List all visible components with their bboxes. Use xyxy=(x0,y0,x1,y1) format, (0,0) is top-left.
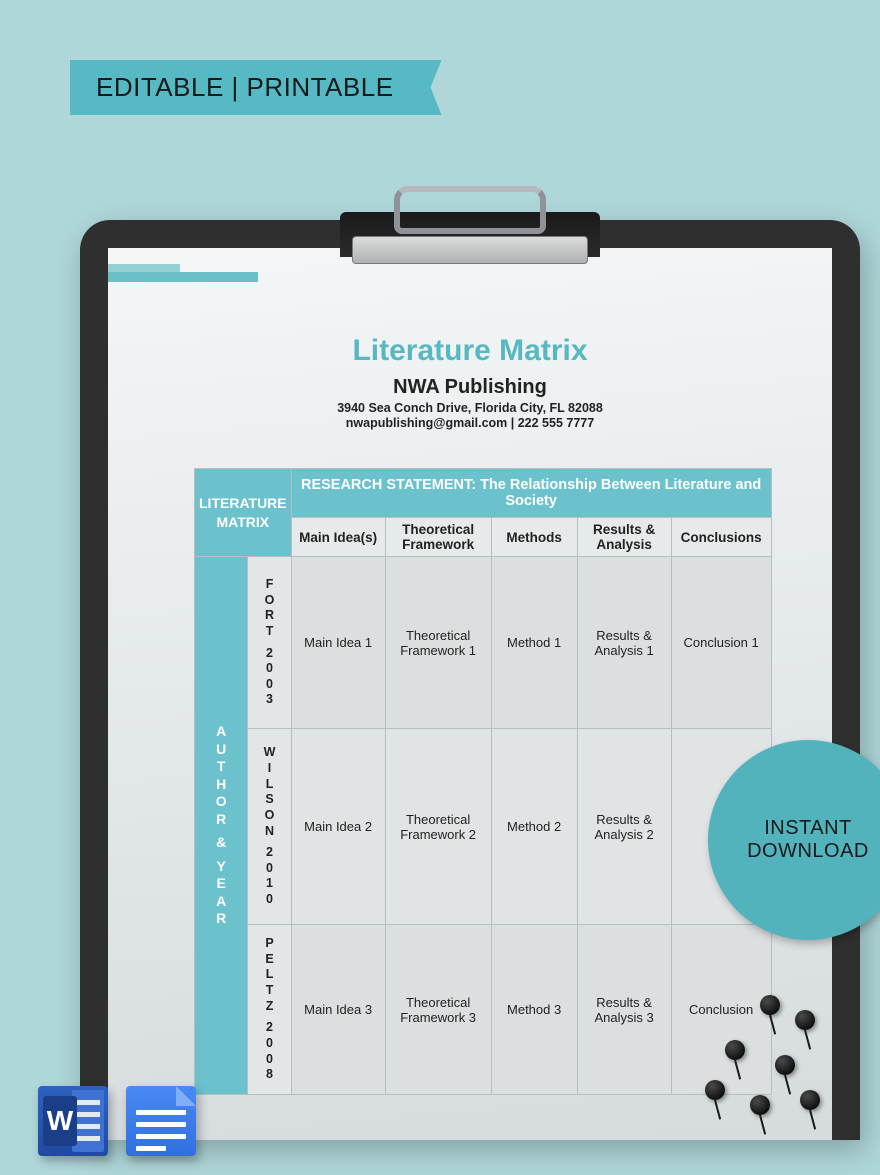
badge-line2: DOWNLOAD xyxy=(747,840,869,863)
google-docs-icon xyxy=(126,1086,196,1156)
author-3: PELTZ 2008 xyxy=(248,925,291,1095)
cell: Method 2 xyxy=(491,729,577,925)
clipboard-clip xyxy=(340,192,600,264)
cell: Main Idea 3 xyxy=(291,925,385,1095)
table-corner-label: LITERATUREMATRIX xyxy=(195,469,292,557)
research-statement: RESEARCH STATEMENT: The Relationship Bet… xyxy=(291,469,771,518)
ribbon-badge: EDITABLE | PRINTABLE xyxy=(70,60,420,115)
pushpins xyxy=(610,975,870,1175)
ribbon-text: EDITABLE | PRINTABLE xyxy=(96,72,394,102)
cell: Theoretical Framework 2 xyxy=(385,729,491,925)
col-methods: Methods xyxy=(491,518,577,557)
author-2: WILSON 2010 xyxy=(248,729,291,925)
word-letter: W xyxy=(43,1096,77,1146)
cell: Conclusion 1 xyxy=(671,557,771,729)
cell: Method 3 xyxy=(491,925,577,1095)
col-conclusions: Conclusions xyxy=(671,518,771,557)
author-1: FORT 2003 xyxy=(248,557,291,729)
company-address: 3940 Sea Conch Drive, Florida City, FL 8… xyxy=(108,401,832,415)
cell: Main Idea 2 xyxy=(291,729,385,925)
page-title: Literature Matrix xyxy=(108,334,832,368)
company-name: NWA Publishing xyxy=(108,376,832,399)
cell: Theoretical Framework 1 xyxy=(385,557,491,729)
page-accent xyxy=(108,272,258,282)
cell: Main Idea 1 xyxy=(291,557,385,729)
company-contact: nwapublishing@gmail.com | 222 555 7777 xyxy=(108,416,832,430)
col-theoretical: Theoretical Framework xyxy=(385,518,491,557)
cell: Theoretical Framework 3 xyxy=(385,925,491,1095)
cell: Results & Analysis 2 xyxy=(577,729,671,925)
col-results: Results & Analysis xyxy=(577,518,671,557)
word-icon: W xyxy=(38,1086,108,1156)
cell: Method 1 xyxy=(491,557,577,729)
col-main-idea: Main Idea(s) xyxy=(291,518,385,557)
table-corner-text: LITERATUREMATRIX xyxy=(199,495,287,529)
badge-line1: INSTANT xyxy=(764,817,852,840)
cell: Results & Analysis 1 xyxy=(577,557,671,729)
author-year-label: AUTHOR & YEAR xyxy=(195,557,248,1095)
app-icons: W xyxy=(38,1086,196,1156)
